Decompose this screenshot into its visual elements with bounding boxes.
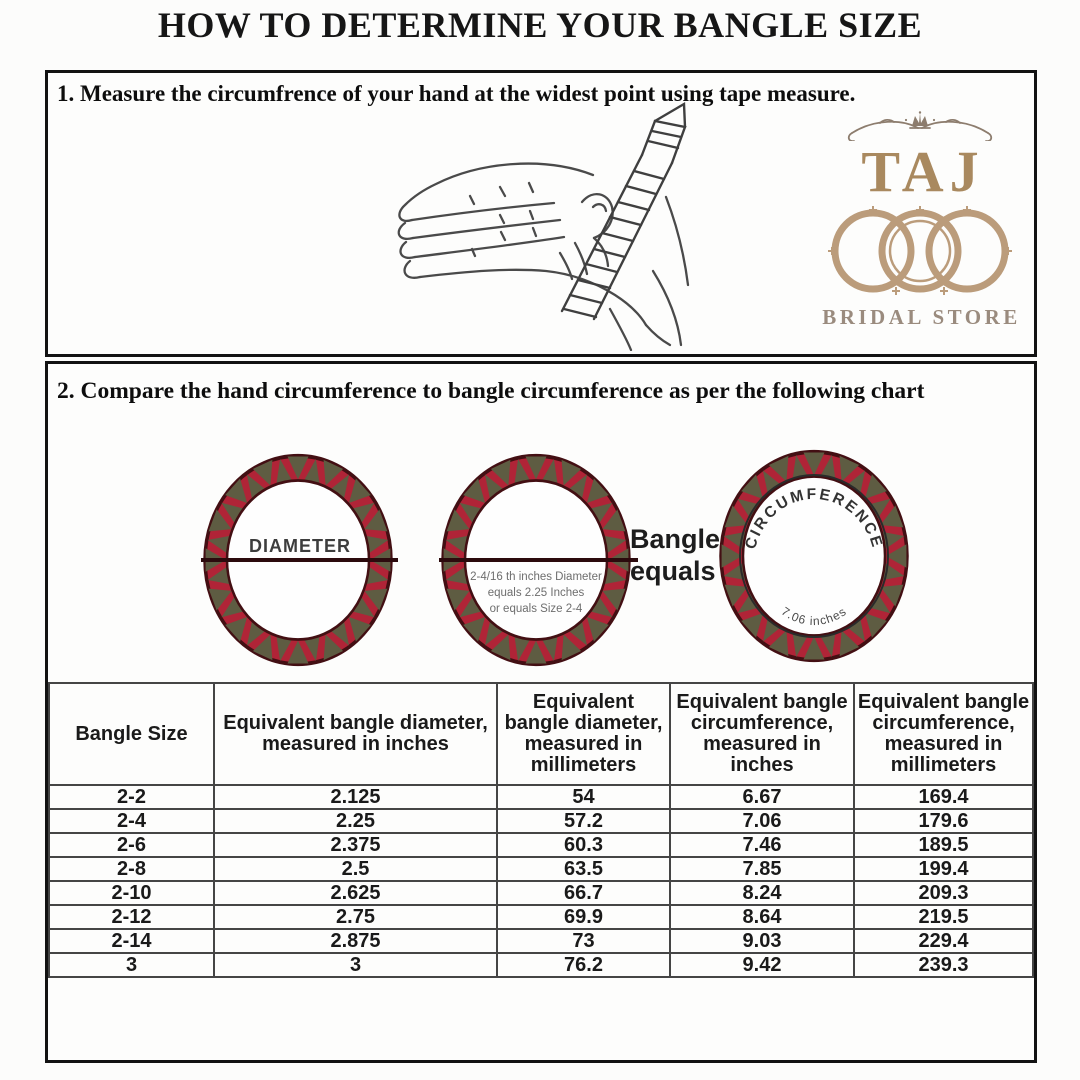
logo-brand-text: TAJ <box>861 139 985 204</box>
table-cell: 54 <box>496 784 671 810</box>
table-cell: 9.03 <box>669 928 855 954</box>
table-cell: 2-14 <box>48 928 215 954</box>
table-cell: 2-12 <box>48 904 215 930</box>
table-row: 2-14 2.875 73 9.03 229.4 <box>48 928 1034 954</box>
bangle-equals-label: Bangle equals <box>630 524 720 588</box>
table-cell: 9.42 <box>669 952 855 978</box>
table-cell: 73 <box>496 928 671 954</box>
table-row: 3 3 76.2 9.42 239.3 <box>48 952 1034 978</box>
step2-panel: 2. Compare the hand circumference to ban… <box>45 361 1037 1063</box>
table-cell: 2-2 <box>48 784 215 810</box>
header-cell: Equivalent bangle diameter, measured in … <box>496 682 671 786</box>
step2-instruction: 2. Compare the hand circumference to ban… <box>57 378 925 404</box>
table-cell: 3 <box>213 952 498 978</box>
table-cell: 8.24 <box>669 880 855 906</box>
table-row: 2-6 2.375 60.3 7.46 189.5 <box>48 832 1034 858</box>
note-line-2: equals 2.25 Inches <box>488 587 585 599</box>
table-cell: 6.67 <box>669 784 855 810</box>
size-table-header: Bangle Size Equivalent bangle diameter, m… <box>48 682 1034 786</box>
note-line-1: 2-4/16 th inches Diameter <box>470 571 602 583</box>
taj-logo: TAJ BRIDAL STORE <box>811 111 1029 351</box>
table-cell: 2-10 <box>48 880 215 906</box>
table-cell: 169.4 <box>853 784 1034 810</box>
sparkle-icon <box>892 287 900 295</box>
table-cell: 2-4 <box>48 808 215 834</box>
table-cell: 2-6 <box>48 832 215 858</box>
bangle-band <box>719 449 909 663</box>
table-cell: 2.875 <box>213 928 498 954</box>
sparkle-icon <box>1004 247 1012 255</box>
step1-panel: 1. Measure the circumfrence of your hand… <box>45 70 1037 357</box>
table-cell: 239.3 <box>853 952 1034 978</box>
table-cell: 199.4 <box>853 856 1034 882</box>
header-cell: Equivalent bangle circumference, measure… <box>853 682 1034 786</box>
table-cell: 69.9 <box>496 904 671 930</box>
logo-subtitle-text: BRIDAL STORE <box>822 305 1021 329</box>
table-cell: 7.46 <box>669 832 855 858</box>
table-cell: 8.64 <box>669 904 855 930</box>
logo-flourish-icon <box>847 111 993 141</box>
table-row: 2-2 2.125 54 6.67 169.4 <box>48 784 1034 810</box>
step1-instruction: 1. Measure the circumfrence of your hand… <box>57 81 856 106</box>
table-cell: 209.3 <box>853 880 1034 906</box>
table-cell: 2.25 <box>213 808 498 834</box>
table-cell: 63.5 <box>496 856 671 882</box>
table-cell: 2.75 <box>213 904 498 930</box>
table-cell: 3 <box>48 952 215 978</box>
table-cell: 66.7 <box>496 880 671 906</box>
hand-measure-illustration <box>348 101 768 352</box>
table-cell: 189.5 <box>853 832 1034 858</box>
table-cell: 219.5 <box>853 904 1034 930</box>
table-cell: 57.2 <box>496 808 671 834</box>
logo-rings-icon <box>828 206 1012 295</box>
bangle-diameter: DIAMETER <box>201 536 398 562</box>
equals-line-1: Bangle <box>630 524 721 554</box>
tape-measure-icon <box>560 101 687 321</box>
sparkle-icon <box>940 287 948 295</box>
header-cell: Equivalent bangle diameter, measured in … <box>213 682 498 786</box>
table-cell: 7.85 <box>669 856 855 882</box>
bangle-diagram: DIAMETER 2-4/16 th inches Diameter equal… <box>201 449 909 667</box>
note-line-3: or equals Size 2-4 <box>490 603 583 615</box>
sparkle-icon <box>963 206 971 214</box>
bangle-note: 2-4/16 th inches Diameter equals 2.25 In… <box>439 558 638 615</box>
table-row: 2-12 2.75 69.9 8.64 219.5 <box>48 904 1034 930</box>
table-cell: 2.125 <box>213 784 498 810</box>
table-row: 2-8 2.5 63.5 7.85 199.4 <box>48 856 1034 882</box>
equals-line-2: equals <box>630 555 716 586</box>
page-title: HOW TO DETERMINE YOUR BANGLE SIZE <box>157 5 923 45</box>
header-cell: Bangle Size <box>48 682 215 786</box>
table-cell: 2.625 <box>213 880 498 906</box>
table-cell: 2.375 <box>213 832 498 858</box>
table-cell: 7.06 <box>669 808 855 834</box>
table-cell: 179.6 <box>853 808 1034 834</box>
header-cell: Equivalent bangle circumference, measure… <box>669 682 855 786</box>
sparkle-icon <box>869 206 877 214</box>
table-cell: 2.5 <box>213 856 498 882</box>
size-table: Bangle Size Equivalent bangle diameter, m… <box>48 682 1034 978</box>
ring-sparkles <box>828 206 1012 295</box>
table-cell: 2-8 <box>48 856 215 882</box>
sparkle-icon <box>828 247 836 255</box>
bangle-bands <box>203 449 909 667</box>
sparkle-icon <box>916 206 924 214</box>
table-cell: 60.3 <box>496 832 671 858</box>
diameter-label: DIAMETER <box>249 536 351 556</box>
table-cell: 76.2 <box>496 952 671 978</box>
table-row: 2-10 2.625 66.7 8.24 209.3 <box>48 880 1034 906</box>
table-row: 2-4 2.25 57.2 7.06 179.6 <box>48 808 1034 834</box>
table-cell: 229.4 <box>853 928 1034 954</box>
hand-tape-icon <box>397 101 690 352</box>
